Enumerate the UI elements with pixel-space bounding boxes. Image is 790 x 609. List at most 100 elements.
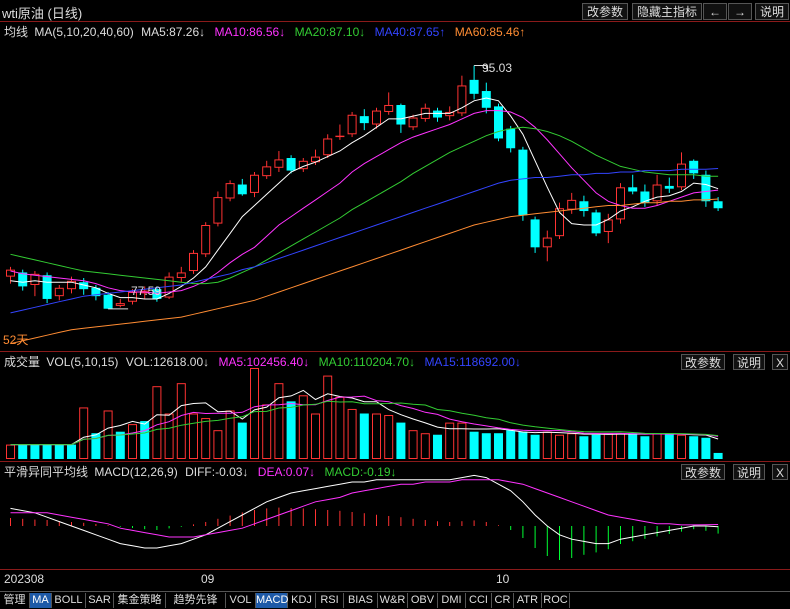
- tab-dmi[interactable]: DMI: [438, 593, 466, 608]
- macd-dea-line: [11, 480, 719, 537]
- candle-body: [348, 115, 356, 134]
- volume-bar: [360, 414, 369, 460]
- candle-body: [665, 186, 674, 189]
- candle-body: [43, 275, 52, 299]
- volume-bar: [140, 421, 149, 459]
- candle-body: [701, 175, 710, 202]
- tab-w&r[interactable]: W&R: [378, 593, 408, 608]
- candle-body: [531, 219, 540, 247]
- volume-bar: [592, 435, 601, 459]
- volume-bar: [470, 432, 479, 459]
- candle-body: [409, 118, 417, 127]
- tab-roc[interactable]: ROC: [542, 593, 570, 608]
- volume-bar: [617, 434, 625, 459]
- volume-bar: [701, 438, 710, 459]
- volume-bar: [640, 436, 649, 459]
- candle-body: [373, 111, 381, 124]
- volume-bar: [604, 434, 612, 459]
- tab-kdj[interactable]: KDJ: [288, 593, 316, 608]
- candle-body: [385, 105, 393, 111]
- volume-bar: [385, 416, 393, 459]
- tab-cr[interactable]: CR: [492, 593, 514, 608]
- volume-bar: [714, 453, 723, 459]
- volume-bar: [518, 432, 527, 459]
- high-price-label: 95.03: [482, 61, 512, 75]
- tab-boll[interactable]: BOLL: [52, 593, 86, 608]
- volume-bar: [531, 435, 540, 459]
- volume-bar: [556, 435, 564, 458]
- tab-rsi[interactable]: RSI: [316, 593, 344, 608]
- candle-body: [470, 80, 479, 94]
- tab-vol[interactable]: VOL: [226, 593, 256, 608]
- low-price-label: 77.59: [131, 284, 161, 298]
- tab-bias[interactable]: BIAS: [344, 593, 378, 608]
- tab-atr[interactable]: ATR: [514, 593, 542, 608]
- ma-line-ma40: [11, 169, 719, 313]
- x-axis-label: 10: [496, 572, 509, 586]
- candle-body: [177, 273, 185, 278]
- candle-body: [568, 200, 576, 209]
- tab-cci[interactable]: CCI: [466, 593, 492, 608]
- volume-bar: [336, 397, 344, 458]
- volume-bar: [30, 445, 39, 459]
- volume-bar: [129, 425, 137, 459]
- volume-bar: [579, 436, 588, 459]
- candle-body: [116, 304, 124, 306]
- volume-bar: [348, 409, 356, 458]
- days-label: 52天: [3, 331, 28, 348]
- tab-集金策略[interactable]: 集金策略: [114, 593, 166, 608]
- volume-bar: [433, 435, 442, 459]
- volume-bar: [67, 445, 76, 459]
- candle-body: [190, 253, 198, 270]
- candle-body: [360, 116, 369, 123]
- volume-bar: [482, 433, 491, 459]
- candle-body: [226, 184, 234, 198]
- volume-bar: [116, 432, 125, 459]
- candle-body: [592, 212, 601, 233]
- volume-bar: [43, 445, 52, 459]
- volume-bar: [7, 445, 15, 458]
- candle-body: [251, 175, 259, 192]
- ma-line-ma10: [11, 111, 719, 294]
- volume-bar: [251, 369, 259, 459]
- volume-bar: [177, 384, 185, 459]
- tab-ma[interactable]: MA: [30, 593, 52, 608]
- tab-管理[interactable]: 管理: [0, 593, 30, 608]
- x-axis-label: 202308: [4, 572, 44, 586]
- kline-chart[interactable]: [0, 0, 790, 570]
- candle-body: [202, 225, 210, 253]
- volume-bar: [91, 433, 100, 459]
- candle-body: [714, 201, 723, 208]
- tab-sar[interactable]: SAR: [86, 593, 114, 608]
- volume-bar: [409, 431, 417, 459]
- volume-bar: [568, 434, 576, 459]
- volume-bar: [190, 414, 198, 459]
- volume-bar: [263, 405, 271, 459]
- tab-obv[interactable]: OBV: [408, 593, 438, 608]
- candle-body: [628, 187, 637, 191]
- volume-bar: [628, 433, 637, 459]
- volume-bar: [421, 434, 429, 459]
- candle-body: [678, 164, 686, 187]
- candle-body: [506, 129, 515, 149]
- volume-bar: [653, 434, 661, 459]
- volume-bar: [312, 414, 320, 459]
- volume-bar: [275, 384, 283, 459]
- volume-bar: [18, 445, 27, 459]
- candle-body: [104, 295, 113, 309]
- candle-body: [55, 288, 63, 295]
- candle-body: [275, 160, 283, 167]
- candle-body: [482, 91, 491, 108]
- volume-bar: [506, 430, 515, 459]
- tab-macd[interactable]: MACD: [256, 593, 288, 608]
- candle-body: [579, 201, 588, 211]
- volume-bar: [214, 431, 222, 459]
- volume-bar: [678, 435, 686, 458]
- volume-bar: [238, 423, 247, 459]
- volume-bar: [373, 414, 381, 459]
- tab-趋势先锋[interactable]: 趋势先锋: [166, 593, 226, 608]
- volume-bar: [104, 411, 112, 459]
- volume-bar: [396, 423, 405, 459]
- x-axis-label: 09: [201, 572, 214, 586]
